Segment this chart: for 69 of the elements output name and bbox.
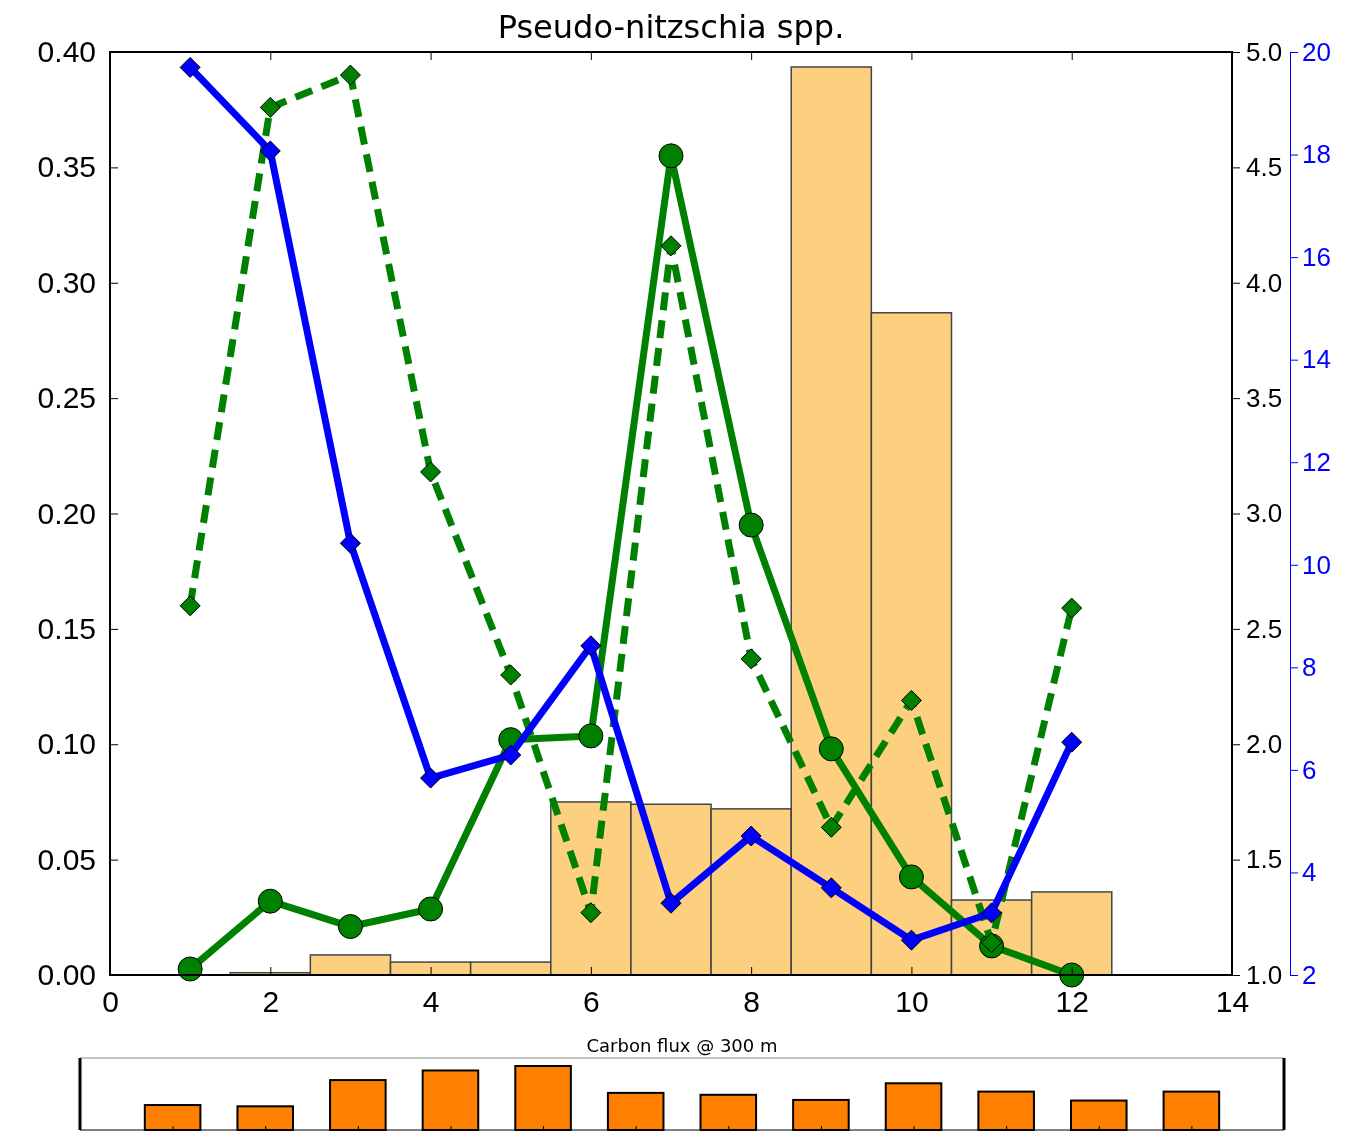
y2-tick-label: 5.0 [1246,36,1283,67]
y2-tick-label: 3.5 [1246,382,1283,413]
point [420,461,442,483]
x-tick-label: 10 [895,985,929,1019]
y3-tick-label: 12 [1302,447,1331,478]
point [900,929,922,951]
y2-tick-label: 4.0 [1246,267,1283,298]
y2-tick-label: 2.5 [1246,613,1283,644]
point [259,140,281,162]
y2-tick-label: 1.5 [1246,844,1283,875]
x-tick-label: 12 [1055,985,1089,1019]
y3-tick-label: 6 [1302,754,1317,785]
point [818,736,844,762]
point [500,664,522,686]
point [898,864,924,890]
y3-tick-label: 16 [1302,241,1331,272]
y-tick-label: 0.00 [37,958,96,992]
y2-tick-label: 4.5 [1246,152,1283,183]
x-tick-label: 6 [583,985,600,1019]
point [820,877,842,899]
x-tick-label: 8 [743,985,760,1019]
y-tick-label: 0.40 [37,35,96,69]
point [420,767,442,789]
point [660,892,682,914]
y3-tick-label: 10 [1302,549,1331,580]
point [578,723,604,749]
point [660,235,682,257]
point [820,816,842,838]
y3-tick-label: 8 [1302,652,1317,683]
point [1061,597,1083,619]
y-tick-label: 0.25 [37,381,96,415]
point [337,914,363,940]
point [339,532,361,554]
y2-tick-label: 2.0 [1246,729,1283,760]
y3-tick-label: 18 [1302,139,1331,170]
point [658,143,684,169]
chart-title: Pseudo-nitzschia spp. [497,8,845,46]
point [738,512,764,538]
point [1059,962,1085,988]
point [900,689,922,711]
y-tick-label: 0.30 [37,265,96,299]
point [580,902,602,924]
x-tick-label: 0 [102,985,119,1019]
point [740,825,762,847]
y3-tick-label: 14 [1302,344,1331,375]
point [179,595,201,617]
point [257,888,283,914]
point [418,896,444,922]
y-tick-label: 0.35 [37,150,96,184]
chart-title: Carbon flux @ 300 m [586,1035,778,1056]
y3-tick-label: 2 [1302,959,1317,990]
y-tick-label: 0.05 [37,842,96,876]
point [1061,731,1083,753]
point [580,635,602,657]
y2-tick-label: 3.0 [1246,498,1283,529]
point [981,902,1003,924]
y-tick-label: 0.15 [37,611,96,645]
point [500,744,522,766]
x-tick-label: 4 [422,985,440,1019]
y-tick-label: 0.20 [37,496,96,530]
point [339,64,361,86]
y3-tick-label: 20 [1302,36,1331,67]
y3-tick-label: 4 [1302,857,1317,888]
point [179,56,201,78]
point [177,956,203,982]
point [259,96,281,118]
point [740,648,762,670]
y-tick-label: 0.10 [37,727,96,761]
x-tick-label: 2 [262,985,280,1019]
